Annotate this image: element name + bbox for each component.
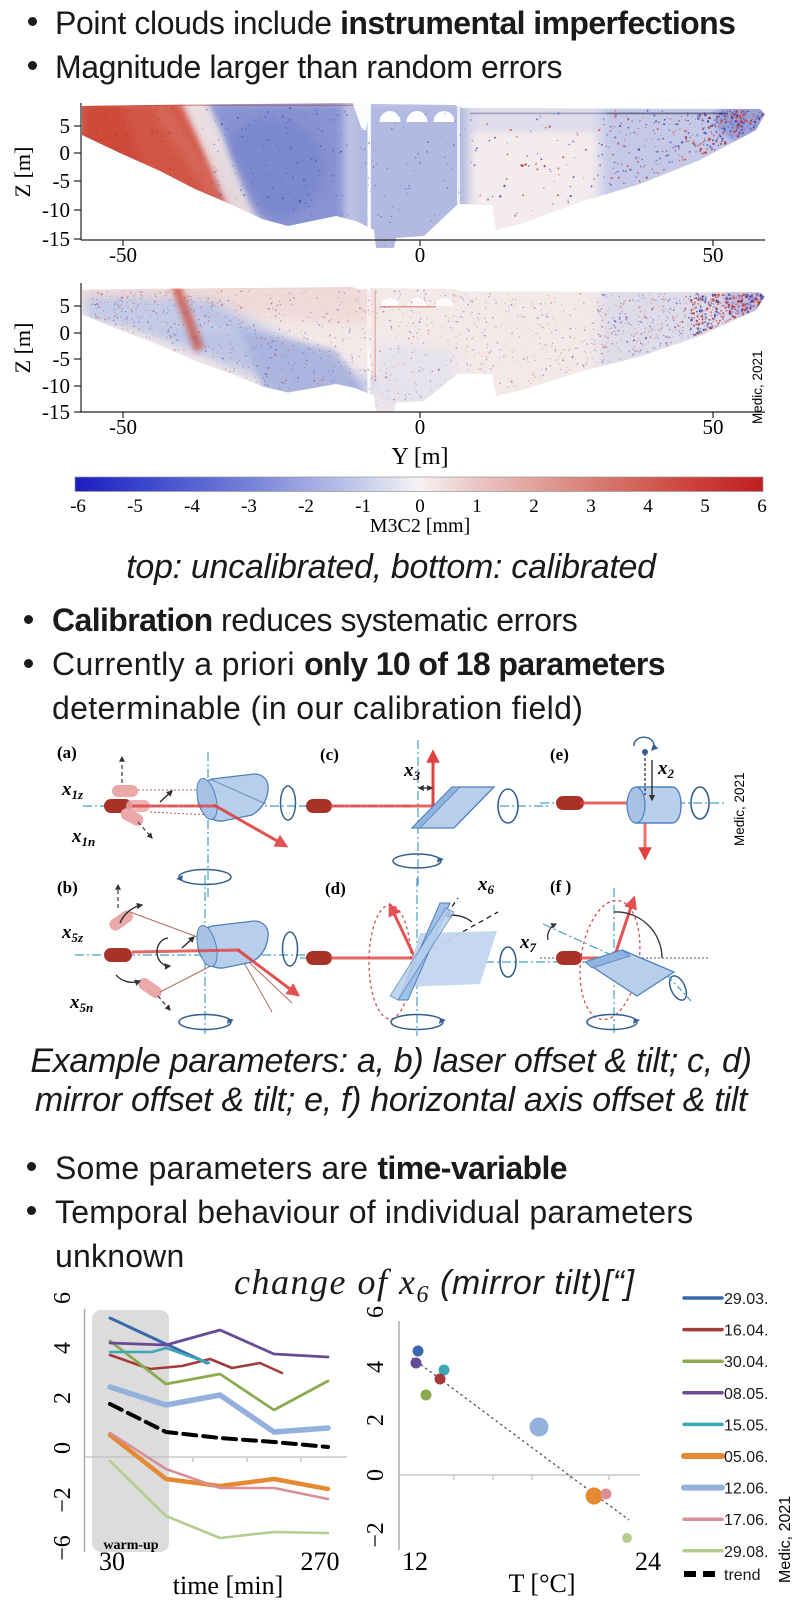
svg-text:6: 6 <box>757 496 767 517</box>
svg-text:-5: -5 <box>53 347 71 371</box>
svg-text:4: 4 <box>50 1342 76 1354</box>
svg-text:x1z: x1z <box>61 779 84 802</box>
svg-text:4: 4 <box>363 1361 389 1373</box>
svg-text:−2: −2 <box>50 1487 76 1513</box>
svg-text:0: 0 <box>415 415 426 439</box>
svg-text:-5: -5 <box>53 169 71 193</box>
svg-text:5: 5 <box>60 114 71 138</box>
svg-text:270: 270 <box>301 1547 340 1576</box>
svg-text:50: 50 <box>703 243 724 267</box>
svg-text:x7: x7 <box>519 932 537 955</box>
svg-text:3: 3 <box>586 496 596 517</box>
svg-text:(f ): (f ) <box>550 877 571 896</box>
svg-text:Medic, 2021: Medic, 2021 <box>732 772 747 846</box>
svg-text:05.06.: 05.06. <box>724 1449 768 1466</box>
svg-text:29.03.: 29.03. <box>724 1291 768 1308</box>
svg-text:Z [m]: Z [m] <box>10 147 35 198</box>
svg-text:-5: -5 <box>127 496 143 517</box>
svg-text:-3: -3 <box>241 496 257 517</box>
svg-text:2: 2 <box>50 1392 76 1404</box>
svg-text:30.04.: 30.04. <box>724 1354 768 1371</box>
svg-text:30: 30 <box>99 1547 125 1576</box>
svg-text:x5n: x5n <box>69 992 93 1015</box>
svg-text:Z [m]: Z [m] <box>10 323 35 374</box>
svg-text:-50: -50 <box>109 415 137 439</box>
svg-text:29.08.: 29.08. <box>724 1544 768 1561</box>
svg-text:-15: -15 <box>42 227 70 251</box>
svg-text:Y [m]: Y [m] <box>391 444 448 470</box>
svg-text:1: 1 <box>472 496 482 517</box>
svg-text:x5z: x5z <box>61 922 84 945</box>
svg-text:(b): (b) <box>57 878 78 897</box>
svg-text:Medic, 2021: Medic, 2021 <box>777 1496 794 1583</box>
svg-text:16.04.: 16.04. <box>724 1323 768 1340</box>
svg-text:6: 6 <box>50 1292 76 1304</box>
svg-text:-2: -2 <box>298 496 314 517</box>
svg-text:x2: x2 <box>657 758 675 781</box>
svg-text:time [min]: time [min] <box>173 1571 283 1600</box>
svg-text:0: 0 <box>60 141 71 165</box>
svg-text:x6: x6 <box>477 874 495 897</box>
svg-text:-10: -10 <box>42 198 70 222</box>
svg-text:(a): (a) <box>57 743 77 762</box>
svg-text:24: 24 <box>635 1547 661 1576</box>
svg-text:(c): (c) <box>320 745 339 764</box>
svg-text:0: 0 <box>50 1442 76 1454</box>
svg-text:15.05.: 15.05. <box>724 1417 768 1434</box>
svg-text:50: 50 <box>703 415 724 439</box>
svg-text:0: 0 <box>415 243 426 267</box>
svg-text:(e): (e) <box>550 745 569 764</box>
svg-text:2: 2 <box>363 1414 389 1426</box>
svg-text:-6: -6 <box>70 496 86 517</box>
svg-text:08.05.: 08.05. <box>724 1386 768 1403</box>
svg-text:0: 0 <box>363 1469 389 1481</box>
svg-text:x1n: x1n <box>71 826 95 849</box>
svg-text:17.06.: 17.06. <box>724 1512 768 1529</box>
svg-text:0: 0 <box>60 321 71 345</box>
svg-text:-10: -10 <box>42 374 70 398</box>
svg-text:T [°C]: T [°C] <box>509 1569 576 1598</box>
svg-text:-50: -50 <box>109 243 137 267</box>
svg-text:6: 6 <box>363 1306 389 1318</box>
svg-text:trend: trend <box>724 1567 760 1584</box>
svg-text:5: 5 <box>700 496 710 517</box>
svg-text:5: 5 <box>60 294 71 318</box>
svg-text:-15: -15 <box>42 400 70 424</box>
svg-text:(d): (d) <box>325 879 346 898</box>
svg-text:12: 12 <box>402 1547 428 1576</box>
svg-text:0: 0 <box>415 496 425 517</box>
svg-text:−6: −6 <box>50 1535 76 1561</box>
svg-text:M3C2 [mm]: M3C2 [mm] <box>370 515 471 537</box>
svg-text:2: 2 <box>529 496 539 517</box>
svg-text:−2: −2 <box>363 1522 389 1548</box>
svg-text:12.06.: 12.06. <box>724 1481 768 1498</box>
svg-text:Medic, 2021: Medic, 2021 <box>750 350 765 424</box>
svg-text:-4: -4 <box>184 496 200 517</box>
svg-text:warm-up: warm-up <box>103 1538 158 1553</box>
svg-text:4: 4 <box>643 496 653 517</box>
svg-text:-1: -1 <box>355 496 371 517</box>
